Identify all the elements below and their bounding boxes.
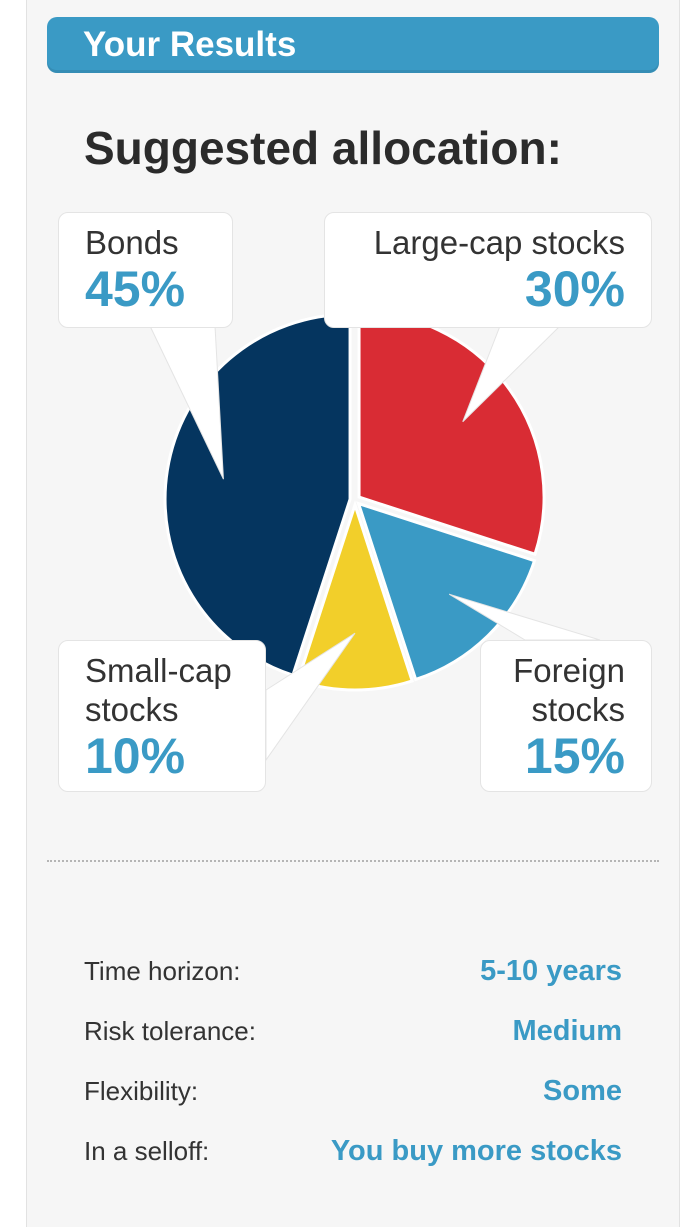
foreign-label-name-line1: Foreign: [513, 652, 625, 689]
info-row-flexibility: Flexibility: Some: [84, 1071, 622, 1111]
small-cap-label-name-line1: Small-cap: [85, 652, 232, 689]
flexibility-label: Flexibility:: [84, 1075, 199, 1106]
risk-tolerance-value: Medium: [512, 1014, 622, 1047]
allocation-pie-chart: [149, 310, 601, 762]
foreign-label-name-line2: stocks: [531, 691, 625, 728]
allocation-subtitle: Suggested allocation:: [84, 122, 562, 174]
info-row-risk-tolerance: Risk tolerance: Medium: [84, 1011, 622, 1051]
bonds-percent: 45%: [85, 261, 186, 317]
selloff-label: In a selloff:: [84, 1135, 210, 1166]
risk-tolerance-label: Risk tolerance:: [84, 1015, 256, 1046]
large-cap-percent: 30%: [524, 261, 625, 317]
small-cap-slice-callout-tail: [265, 632, 356, 762]
bonds-label: Bonds 45%: [58, 212, 233, 328]
small-cap-percent: 10%: [85, 728, 186, 784]
time-horizon-value: 5-10 years: [480, 954, 622, 987]
section-divider: [47, 860, 659, 862]
foreign-percent: 15%: [524, 728, 625, 784]
pie-slices: [163, 310, 546, 692]
large-cap-label-name: Large-cap stocks: [373, 224, 625, 261]
selloff-value: You buy more stocks: [330, 1134, 622, 1167]
time-horizon-label: Time horizon:: [84, 955, 241, 986]
pie-callouts: [149, 325, 601, 762]
results-header: Your Results: [47, 17, 659, 73]
info-row-time-horizon: Time horizon: 5-10 years: [84, 951, 622, 991]
results-title: Your Results: [83, 25, 297, 64]
bonds-label-name: Bonds: [85, 224, 179, 261]
flexibility-value: Some: [543, 1074, 622, 1107]
small-cap-label: Small-cap stocks 10%: [58, 640, 266, 792]
info-row-selloff: In a selloff: You buy more stocks: [84, 1131, 622, 1171]
small-cap-label-name-line2: stocks: [85, 691, 179, 728]
large-cap-label: Large-cap stocks 30%: [324, 212, 652, 328]
foreign-label: Foreign stocks 15%: [480, 640, 652, 792]
foreign-slice: [356, 501, 537, 682]
